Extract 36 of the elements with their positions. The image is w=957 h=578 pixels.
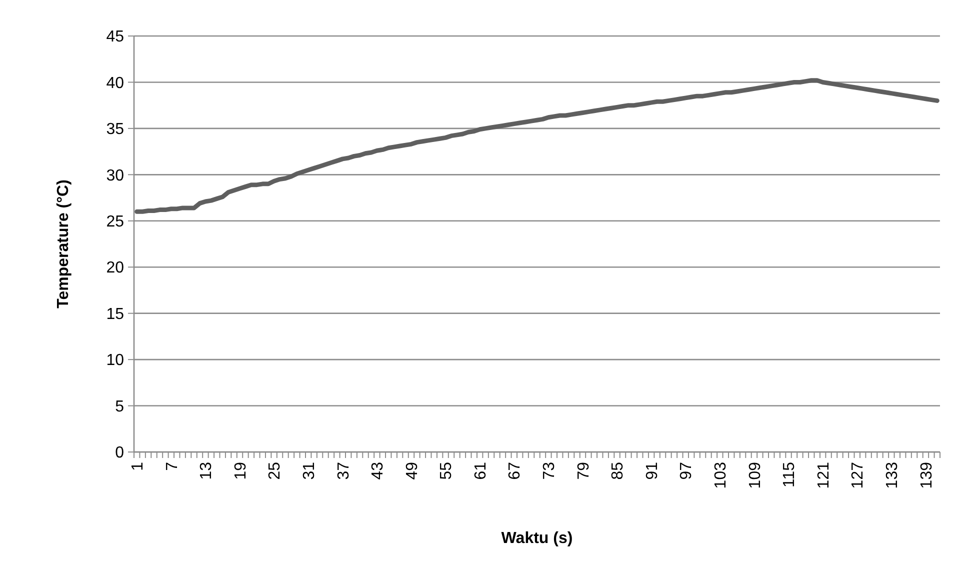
x-tick-label: 73 xyxy=(541,462,558,480)
y-tick-label: 40 xyxy=(106,74,124,92)
x-tick-label: 37 xyxy=(335,462,352,480)
x-tick-label: 1 xyxy=(129,462,146,471)
x-tick-label: 7 xyxy=(164,462,181,471)
y-tick-label: 0 xyxy=(115,444,124,462)
x-tick-label: 85 xyxy=(610,462,627,480)
x-tick-label: 109 xyxy=(746,462,764,489)
x-tick-label: 49 xyxy=(404,462,421,480)
x-tick-label: 67 xyxy=(506,462,524,480)
x-axis-title: Waktu (s) xyxy=(501,530,573,547)
y-tick-label: 30 xyxy=(106,167,124,184)
x-tick-label: 61 xyxy=(472,462,490,480)
x-tick-label: 25 xyxy=(266,462,284,480)
x-tick-label: 79 xyxy=(575,462,592,480)
x-tick-label: 43 xyxy=(370,462,387,480)
y-tick-label: 45 xyxy=(106,28,124,46)
x-tick-label: 13 xyxy=(198,462,216,480)
x-tick-label: 127 xyxy=(850,462,867,489)
x-tick-label: 91 xyxy=(644,462,661,480)
x-tick-label: 19 xyxy=(232,462,250,480)
x-tick-label: 121 xyxy=(815,462,832,489)
x-tick-label: 31 xyxy=(300,462,318,480)
x-tick-label: 97 xyxy=(678,462,696,480)
x-tick-label: 103 xyxy=(712,462,730,489)
y-axis-title: Temperature (°C) xyxy=(55,180,72,308)
y-tick-label: 20 xyxy=(106,260,124,277)
y-tick-label: 35 xyxy=(106,121,124,138)
y-tick-label: 5 xyxy=(115,398,124,416)
y-tick-label: 10 xyxy=(106,352,124,370)
x-tick-label: 55 xyxy=(438,462,456,480)
y-tick-label: 15 xyxy=(106,306,124,323)
x-tick-label: 115 xyxy=(781,462,798,488)
y-tick-label: 25 xyxy=(106,213,124,230)
x-tick-label: 133 xyxy=(884,462,902,489)
x-tick-label: 139 xyxy=(918,462,936,489)
